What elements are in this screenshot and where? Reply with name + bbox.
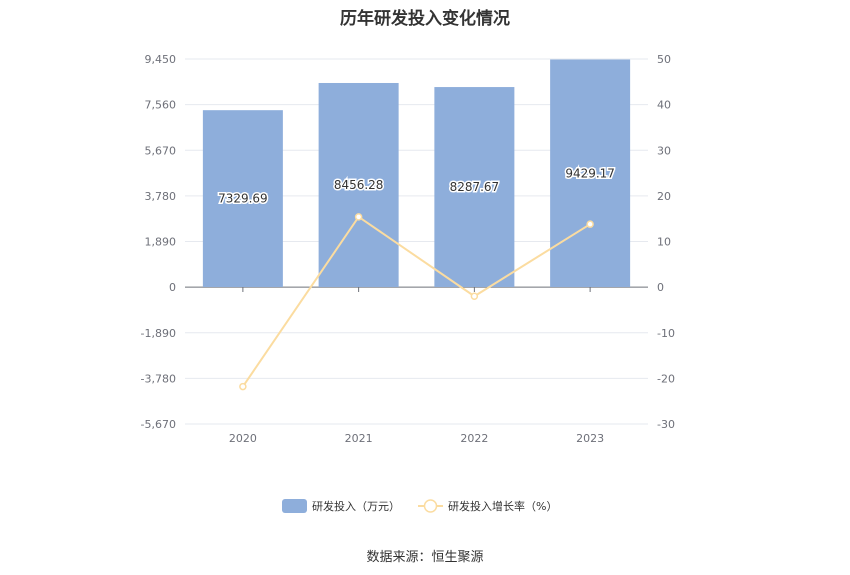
chart-title: 历年研发投入变化情况 — [340, 9, 510, 29]
x-tick-label: 2023 — [576, 432, 604, 445]
legend-swatch-line-marker — [423, 499, 438, 513]
x-tick-label: 2022 — [460, 432, 488, 445]
bar-data-label: 8287.67 — [450, 180, 500, 194]
growth-rate-point — [470, 292, 479, 300]
y-left-tick-label: 1,890 — [145, 236, 177, 249]
y-left-tick-label: 0 — [169, 281, 176, 294]
y-right-tick-label: -20 — [657, 372, 675, 385]
y-right-tick-label: 30 — [657, 144, 671, 157]
y-left-tick-label: -5,670 — [141, 418, 176, 431]
growth-rate-point — [239, 382, 247, 391]
y-right-tick-label: -10 — [657, 327, 675, 340]
y-right-tick-label: -30 — [657, 418, 675, 431]
x-tick-label: 2021 — [345, 432, 373, 445]
y-right-tick-label: 10 — [657, 236, 671, 249]
growth-rate-point — [354, 213, 363, 221]
y-left-tick-label: 9,450 — [145, 53, 177, 66]
growth-rate-point — [586, 220, 594, 228]
bar-data-label: 8456.28 — [334, 178, 384, 192]
legend-swatch-bar — [282, 499, 307, 513]
bar — [202, 110, 283, 288]
bar-data-label: 9429.17 — [565, 166, 615, 180]
y-right-tick-label: 50 — [657, 53, 671, 66]
y-right-tick-label: 40 — [657, 99, 671, 112]
bar — [434, 87, 515, 287]
legend-label-line: 研发投入增长率（%） — [448, 499, 557, 513]
y-left-tick-label: 3,780 — [145, 190, 177, 203]
bar — [318, 82, 399, 287]
bar-data-label: 7329.69 — [218, 192, 268, 206]
growth-rate-line — [242, 215, 591, 388]
y-left-tick-label: 7,560 — [145, 99, 177, 112]
bar — [550, 59, 631, 288]
y-right-tick-label: 20 — [657, 190, 671, 203]
x-tick-label: 2020 — [229, 432, 257, 445]
legend-label-bar: 研发投入（万元） — [312, 499, 400, 513]
y-left-tick-label: -1,890 — [141, 327, 176, 340]
y-right-tick-label: 0 — [657, 281, 664, 294]
y-left-tick-label: -3,780 — [141, 372, 176, 385]
data-source: 数据来源：恒生聚源 — [366, 550, 484, 565]
y-left-tick-label: 5,670 — [145, 144, 177, 157]
